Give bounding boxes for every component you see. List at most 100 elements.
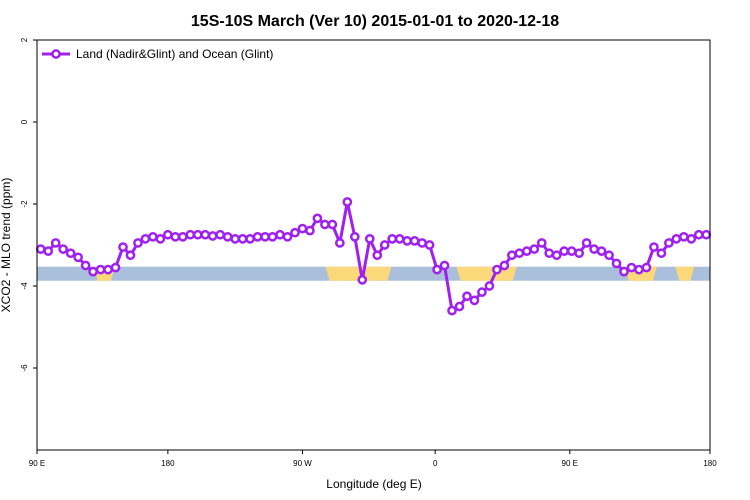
x-tick-label: 90 E xyxy=(562,459,578,468)
data-point xyxy=(230,234,241,244)
data-point xyxy=(245,234,255,244)
data-point xyxy=(177,231,188,242)
data-point xyxy=(260,231,270,242)
land-segment xyxy=(325,266,392,281)
data-point xyxy=(349,231,360,242)
data-point xyxy=(432,264,442,275)
data-point xyxy=(521,246,532,256)
data-point xyxy=(305,225,315,236)
data-point xyxy=(200,229,211,240)
data-point xyxy=(492,264,502,275)
data-point xyxy=(477,287,487,297)
x-axis: 90 E 180 90 W 0 90 E 180 xyxy=(29,450,717,468)
chart-title: 15S-10S March (Ver 10) 2015-01-01 to 202… xyxy=(191,13,559,30)
data-point xyxy=(566,246,577,256)
data-point xyxy=(619,266,629,277)
legend: Land (Nadir&Glint) and Ocean (Glint) xyxy=(42,47,273,61)
x-tick-label: 90 E xyxy=(29,459,45,468)
y-tick-label: -4 xyxy=(20,282,29,290)
x-tick-label: 90 W xyxy=(293,459,312,468)
data-point xyxy=(611,258,622,269)
data-point xyxy=(80,260,91,271)
data-point xyxy=(155,234,166,244)
data-point xyxy=(424,240,435,250)
data-point xyxy=(462,291,472,302)
data-point xyxy=(357,275,368,285)
data-point xyxy=(185,229,196,240)
data-point xyxy=(506,250,517,261)
data-point xyxy=(439,260,450,271)
data-point xyxy=(387,234,398,244)
data-point xyxy=(320,219,330,230)
y-tick-label: 2 xyxy=(20,37,29,42)
data-point xyxy=(73,252,83,263)
y-axis: 2 0 -2 -4 -6 xyxy=(20,37,37,372)
y-axis-label: XCO2 - MLO trend (ppm) xyxy=(0,178,13,313)
data-point xyxy=(394,234,405,244)
data-point xyxy=(641,262,652,273)
data-point xyxy=(664,238,674,248)
x-tick-label: 180 xyxy=(703,459,717,468)
plot-frame xyxy=(36,39,711,451)
data-point xyxy=(551,250,562,261)
data-point xyxy=(529,244,540,254)
data-point xyxy=(678,231,689,242)
y-tick-label: -6 xyxy=(20,364,29,372)
data-point xyxy=(454,301,465,312)
data-point xyxy=(312,213,323,224)
data-point xyxy=(402,236,412,246)
land-segment xyxy=(675,266,695,281)
data-point xyxy=(65,248,76,259)
data-point xyxy=(589,244,599,254)
data-point xyxy=(103,264,113,275)
data-point xyxy=(447,305,457,316)
data-point xyxy=(514,248,525,259)
data-point xyxy=(409,236,420,246)
data-point xyxy=(649,242,659,252)
data-point xyxy=(125,250,136,261)
series-layer xyxy=(35,197,712,316)
data-point xyxy=(133,238,143,248)
data-point xyxy=(215,229,226,240)
data-point xyxy=(686,234,697,244)
data-point xyxy=(544,248,555,259)
legend-label: Land (Nadir&Glint) and Ocean (Glint) xyxy=(76,47,273,61)
data-point xyxy=(379,240,390,250)
data-point xyxy=(671,234,682,244)
y-tick-label: 0 xyxy=(20,119,29,124)
data-point xyxy=(596,246,607,256)
data-point xyxy=(574,248,584,259)
data-point xyxy=(656,248,667,259)
data-point xyxy=(170,231,181,242)
data-point xyxy=(364,234,375,244)
data-point xyxy=(417,238,427,248)
data-point xyxy=(110,262,121,273)
data-point xyxy=(192,229,203,240)
data-point xyxy=(499,260,510,271)
data-point xyxy=(118,242,128,252)
data-point xyxy=(267,231,278,242)
x-axis-label: Longitude (deg E) xyxy=(326,477,421,491)
data-point xyxy=(372,250,383,261)
data-point xyxy=(275,229,285,240)
x-tick-label: 0 xyxy=(433,459,438,468)
data-point xyxy=(342,197,353,207)
data-point xyxy=(559,246,570,256)
surface-bar xyxy=(37,266,710,281)
data-point xyxy=(140,234,151,244)
data-point xyxy=(282,231,293,242)
data-point xyxy=(35,244,46,254)
data-point xyxy=(290,227,300,238)
data-point xyxy=(148,231,158,242)
data-point xyxy=(163,229,173,240)
data-point xyxy=(484,281,495,291)
data-point xyxy=(237,234,248,244)
legend-marker xyxy=(51,49,61,59)
data-point xyxy=(693,229,704,240)
data-point xyxy=(43,246,54,256)
data-point xyxy=(701,229,712,240)
x-tick-label: 180 xyxy=(161,459,175,468)
y-tick-label: -2 xyxy=(20,200,29,208)
data-point xyxy=(335,238,345,248)
